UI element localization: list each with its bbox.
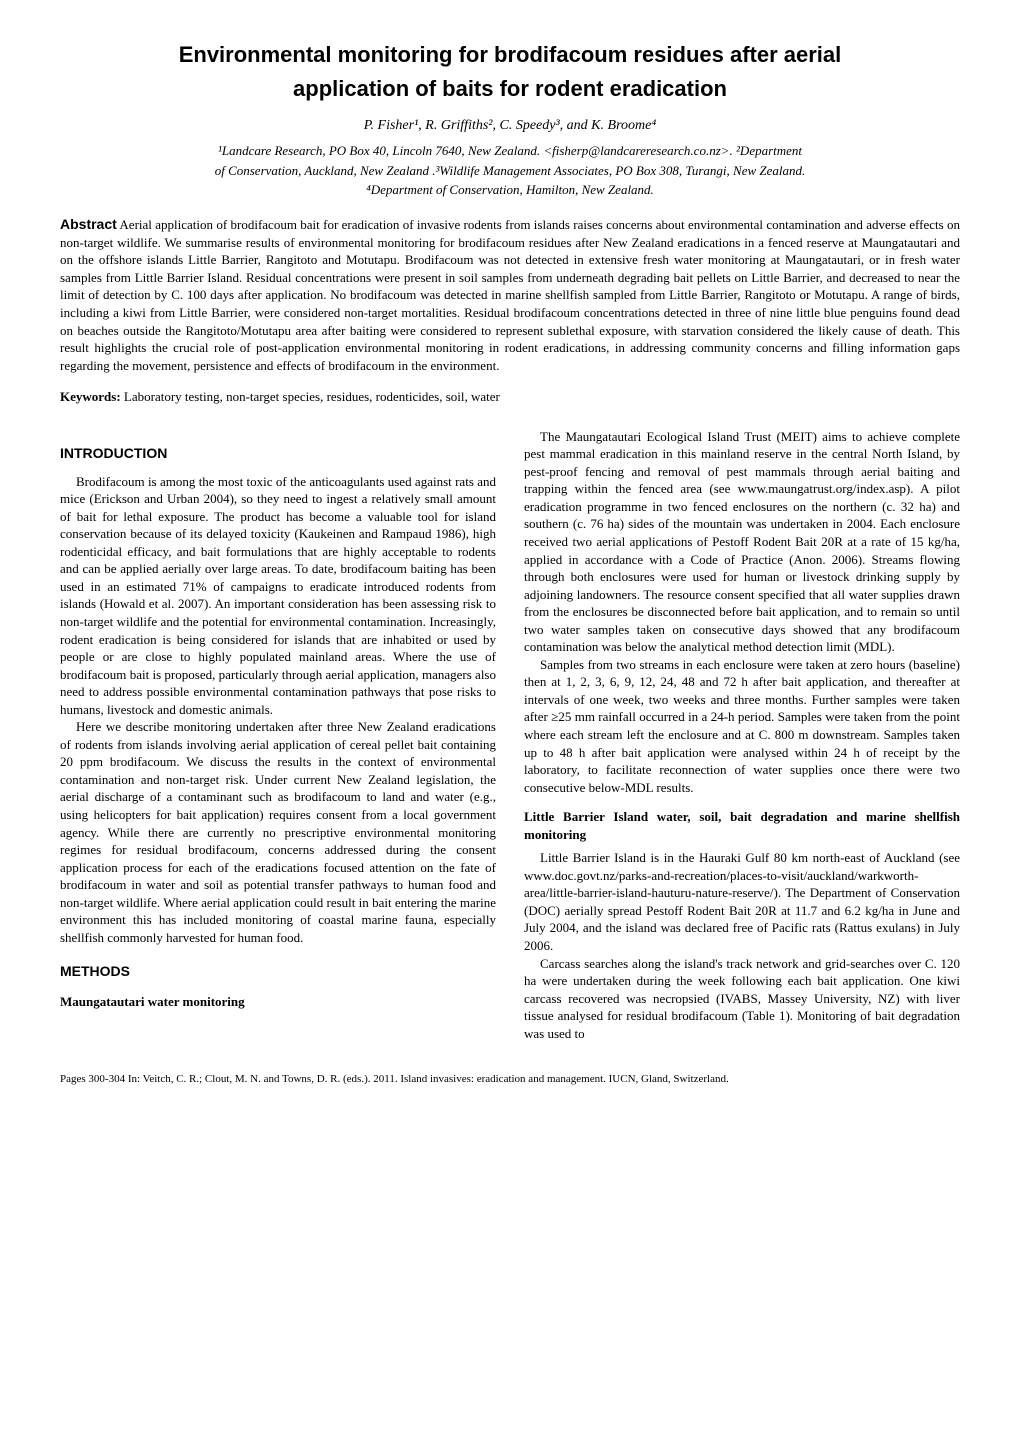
- intro-paragraph-1: Brodifacoum is among the most toxic of t…: [60, 473, 496, 719]
- keywords-label: Keywords:: [60, 389, 121, 404]
- abstract-label: Abstract: [60, 216, 117, 232]
- body-columns: INTRODUCTION Brodifacoum is among the mo…: [60, 428, 960, 1043]
- subsection-maungatautari: Maungatautari water monitoring: [60, 993, 496, 1011]
- subsection-littlebarrier: Little Barrier Island water, soil, bait …: [524, 808, 960, 843]
- affiliation-line2: of Conservation, Auckland, New Zealand .…: [60, 162, 960, 180]
- section-introduction: INTRODUCTION: [60, 444, 496, 463]
- authors: P. Fisher¹, R. Griffiths², C. Speedy³, a…: [60, 117, 960, 136]
- affiliation-line1: ¹Landcare Research, PO Box 40, Lincoln 7…: [60, 142, 960, 160]
- section-methods: METHODS: [60, 962, 496, 981]
- keywords-text: Laboratory testing, non-target species, …: [121, 389, 500, 404]
- paper-title-line2: application of baits for rodent eradicat…: [60, 74, 960, 104]
- methods-paragraph-2: Samples from two streams in each enclosu…: [524, 656, 960, 796]
- abstract-block: Abstract Aerial application of brodifaco…: [60, 215, 960, 374]
- keywords-block: Keywords: Laboratory testing, non-target…: [60, 388, 960, 406]
- paper-title-line1: Environmental monitoring for brodifacoum…: [60, 40, 960, 70]
- intro-paragraph-2: Here we describe monitoring undertaken a…: [60, 718, 496, 946]
- methods-paragraph-4: Carcass searches along the island's trac…: [524, 955, 960, 1043]
- affiliation-line3: ⁴Department of Conservation, Hamilton, N…: [60, 181, 960, 199]
- methods-paragraph-1: The Maungatautari Ecological Island Trus…: [524, 428, 960, 656]
- methods-paragraph-3: Little Barrier Island is in the Hauraki …: [524, 849, 960, 954]
- abstract-text: Aerial application of brodifacoum bait f…: [60, 217, 960, 373]
- footer-citation: Pages 300-304 In: Veitch, C. R.; Clout, …: [60, 1072, 960, 1087]
